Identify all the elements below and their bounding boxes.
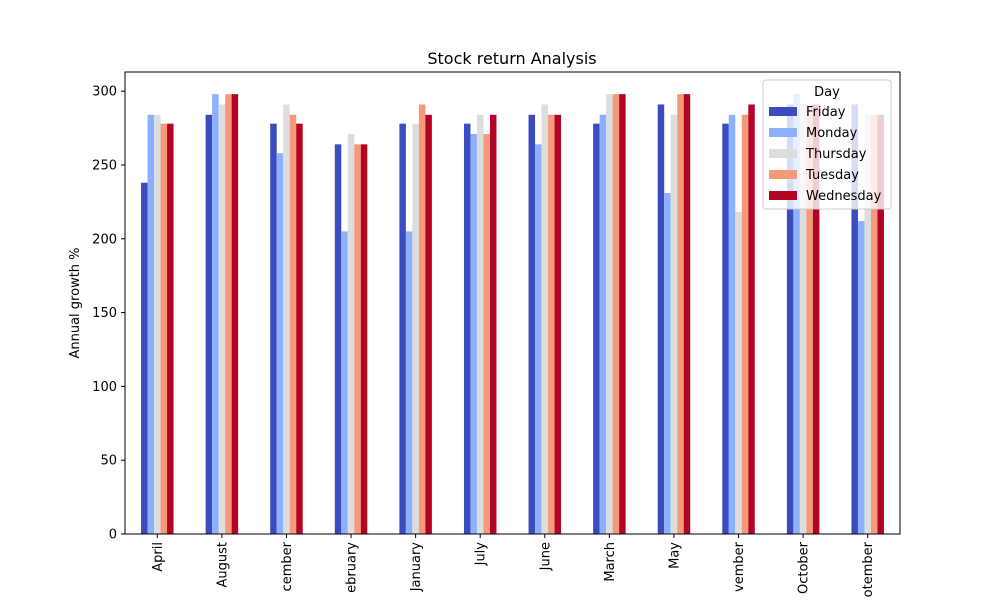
legend-swatch-friday: [769, 107, 797, 116]
bar-friday-ebruary: [334, 144, 342, 534]
bar-thursday-october: [799, 104, 807, 534]
legend-swatch-monday: [769, 128, 797, 137]
bar-friday-otember: [851, 104, 858, 534]
bar-thursday-january: [412, 123, 419, 534]
axes-group: 0 50 100 150 200 250 300 April August cember ebrua…: [92, 71, 901, 597]
legend-label-wednesday: Wednesday: [806, 189, 882, 204]
x-tick-label: April: [151, 542, 166, 572]
x-tick-label: ebruary: [345, 542, 360, 593]
bar-thursday-august: [218, 104, 226, 534]
legend-label-friday: Friday: [806, 105, 846, 120]
bar-thursday-cember: [283, 104, 290, 534]
bar-tuesday-june: [548, 114, 555, 534]
bar-monday-cember: [276, 153, 284, 534]
bar-wednesday-october: [812, 104, 820, 534]
y-tick-label: 50: [100, 454, 117, 469]
y-tick-label: 100: [92, 380, 117, 395]
bar-thursday-may: [670, 114, 678, 534]
bar-tuesday-april: [160, 123, 168, 534]
x-tick-label: March: [603, 542, 618, 582]
legend-swatch-thursday: [769, 149, 797, 158]
legend-swatch-wednesday: [769, 191, 797, 200]
bar-tuesday-vember: [741, 114, 749, 534]
bar-wednesday-june: [554, 114, 562, 534]
bar-monday-april: [147, 114, 155, 534]
bar-friday-cember: [270, 123, 277, 534]
bar-tuesday-august: [225, 94, 232, 534]
bar-friday-june: [528, 114, 536, 534]
x-tick-label: June: [538, 542, 553, 571]
bar-thursday-june: [541, 104, 549, 534]
x-tick-label: July: [474, 542, 489, 567]
bar-friday-july: [463, 123, 471, 534]
bar-tuesday-march: [612, 94, 620, 534]
bar-tuesday-may: [677, 94, 684, 534]
legend-swatch-tuesday: [769, 170, 797, 179]
bar-tuesday-july: [483, 133, 490, 535]
bar-thursday-march: [606, 94, 613, 534]
bar-tuesday-otember: [870, 114, 878, 534]
y-tick-label: 0: [109, 528, 117, 543]
bar-monday-july: [470, 133, 477, 535]
bar-wednesday-april: [167, 123, 174, 534]
bar-monday-january: [405, 231, 413, 534]
bar-thursday-ebruary: [347, 133, 355, 535]
bar-friday-october: [786, 104, 794, 534]
bar-thursday-april: [154, 114, 161, 534]
x-tick-label: vember: [732, 541, 747, 592]
y-tick-label: 200: [92, 232, 117, 247]
bar-thursday-vember: [735, 212, 742, 534]
bar-friday-august: [205, 114, 213, 534]
bar-wednesday-july: [489, 114, 497, 534]
bar-wednesday-otember: [877, 114, 884, 534]
bar-thursday-july: [476, 114, 484, 534]
y-axis-label: Annual growth %: [68, 247, 83, 358]
legend-label-tuesday: Tuesday: [805, 168, 859, 183]
bar-wednesday-january: [425, 114, 432, 534]
bar-wednesday-vember: [748, 104, 755, 534]
plot-frame: [124, 71, 901, 535]
x-tick-label: otember: [861, 541, 876, 597]
bar-monday-ebruary: [341, 231, 348, 534]
chart-title: Stock return Analysis: [427, 49, 596, 68]
bars-group: [141, 94, 884, 535]
bar-monday-june: [535, 144, 542, 534]
bar-wednesday-march: [619, 94, 626, 534]
x-tick-label: August: [215, 542, 230, 588]
bar-wednesday-cember: [296, 123, 303, 534]
bar-monday-october: [793, 94, 800, 534]
bar-monday-august: [212, 94, 219, 534]
bar-friday-vember: [722, 123, 729, 534]
bar-friday-may: [657, 104, 665, 534]
x-tick-label: October: [797, 541, 812, 594]
bar-monday-march: [599, 114, 607, 534]
legend: Day Friday Monday Thursday Tuesday Wednesday: [762, 79, 892, 210]
bar-tuesday-ebruary: [354, 144, 361, 534]
legend-label-thursday: Thursday: [805, 147, 867, 162]
bar-monday-otember: [857, 221, 865, 534]
y-tick-label: 250: [92, 158, 117, 173]
x-tick-label: cember: [280, 541, 295, 591]
bar-friday-march: [593, 123, 600, 534]
x-tick-label: January: [409, 542, 424, 593]
bar-tuesday-october: [806, 104, 813, 534]
bar-wednesday-august: [231, 94, 239, 534]
bar-tuesday-january: [418, 104, 426, 534]
bar-monday-may: [664, 193, 671, 535]
bar-friday-april: [141, 182, 148, 534]
bar-thursday-otember: [864, 114, 871, 534]
bar-tuesday-cember: [289, 114, 297, 534]
bar-wednesday-may: [683, 94, 691, 534]
y-tick-label: 300: [92, 85, 117, 100]
bar-friday-january: [399, 123, 406, 534]
x-tick-label: May: [667, 542, 682, 569]
bar-wednesday-ebruary: [360, 144, 368, 534]
bar-monday-vember: [728, 114, 736, 534]
legend-title: Day: [814, 85, 840, 100]
y-tick-label: 150: [92, 306, 117, 321]
legend-label-monday: Monday: [806, 126, 858, 141]
